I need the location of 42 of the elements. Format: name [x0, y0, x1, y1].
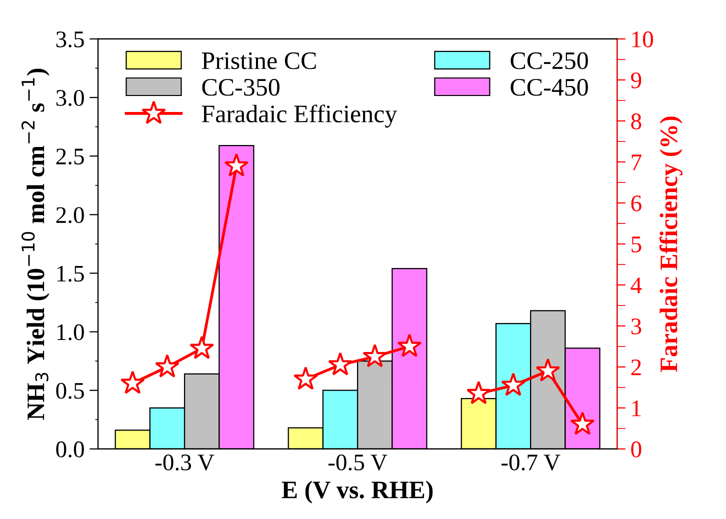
point — [328, 352, 353, 376]
y-tick-label: 2.0 — [56, 207, 84, 224]
point — [224, 153, 249, 177]
y2-tick-label: 7 — [632, 154, 642, 170]
y2-tick-label: 4 — [630, 278, 642, 294]
legend-label: CC-450 — [510, 78, 588, 96]
x-tick-label: -0.3 V — [155, 454, 214, 471]
legend-label: CC-350 — [202, 78, 280, 96]
y2-axis-title: Faradaic Efficiency (%) — [659, 116, 682, 372]
y2-tick-label: 0 — [631, 441, 642, 458]
point — [466, 380, 491, 404]
y2-tick-label: 10 — [632, 31, 654, 48]
y2-tick-label: 8 — [631, 113, 642, 130]
legend-label: CC-250 — [510, 52, 588, 70]
point — [362, 344, 388, 368]
y-tick-label: 2.5 — [56, 148, 84, 165]
point — [154, 354, 180, 378]
point — [536, 358, 560, 382]
point — [397, 334, 422, 358]
y2-tick-label: 9 — [631, 72, 642, 88]
y-tick-label: 1.0 — [57, 324, 84, 340]
legend-label: Pristine CC — [202, 52, 316, 70]
point — [293, 366, 318, 390]
y2-tick-label: 2 — [631, 359, 641, 376]
legend-label: Faradaic Efficiency — [202, 104, 398, 128]
point — [501, 372, 526, 396]
y2-tick-label: 1 — [632, 400, 641, 416]
y2-tick-label: 3 — [631, 318, 642, 334]
y-tick-label: 3.5 — [56, 31, 84, 48]
y-tick-label: 0.0 — [56, 441, 84, 458]
y2-tick-label: 6 — [631, 195, 642, 212]
y-tick-label: 3.0 — [56, 90, 84, 106]
x-axis-title: E (V vs. RHE) — [282, 480, 433, 504]
point — [570, 411, 595, 435]
y-tick-label: 1.5 — [57, 266, 84, 282]
x-tick-label: -0.7 V — [502, 454, 560, 471]
x-tick-label: -0.5 V — [328, 454, 388, 471]
text: NH$_{3}$ Yield (10$^{−10}$ mol cm$^{−2}$ s$^{−1}$) — [21, 68, 50, 420]
y-tick-label: 0.5 — [56, 382, 84, 399]
y2-tick-label: 5 — [632, 236, 642, 252]
point — [190, 336, 214, 360]
point — [120, 370, 145, 394]
